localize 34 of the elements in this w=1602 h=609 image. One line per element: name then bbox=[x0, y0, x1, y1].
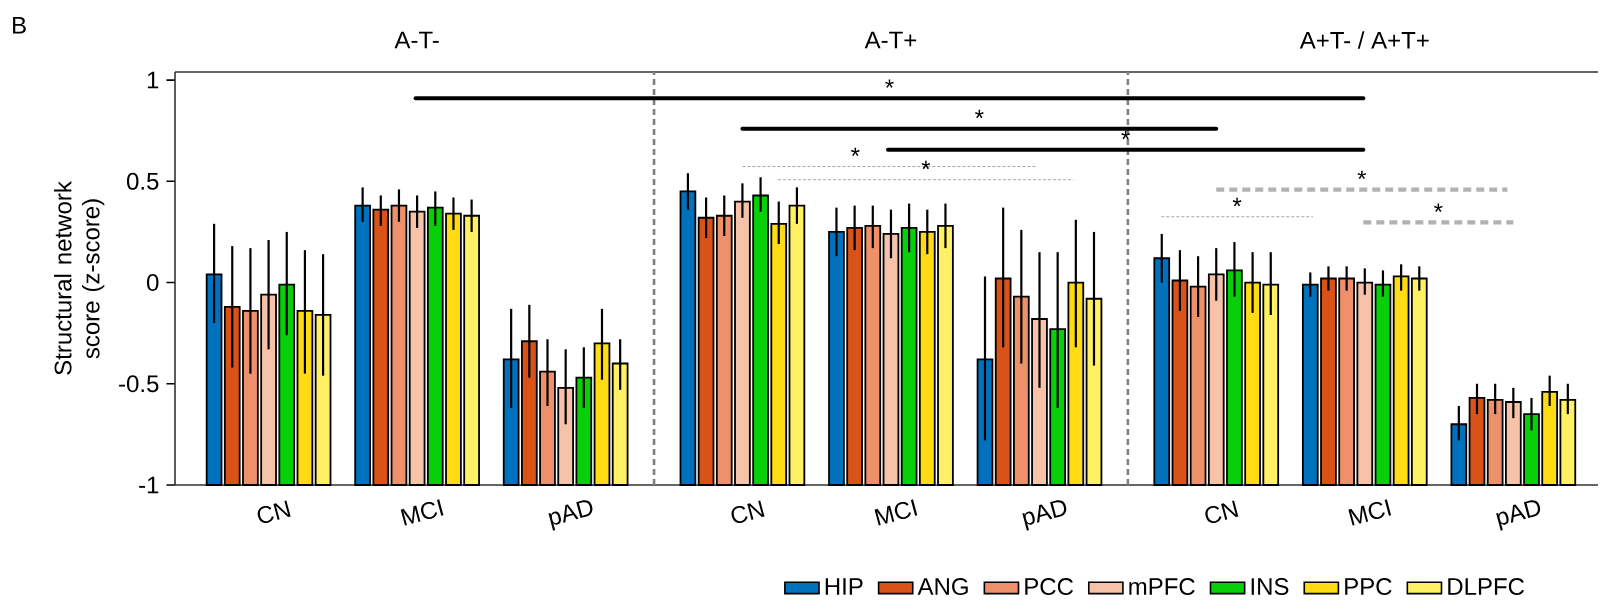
legend-label: PPC bbox=[1345, 578, 1392, 596]
annotation: * bbox=[1434, 203, 1443, 212]
x-tick-label: pAD bbox=[1022, 500, 1067, 531]
annotation: * bbox=[1357, 170, 1367, 180]
x-tick-label: pAD bbox=[1496, 500, 1541, 531]
legend-label: mPFC bbox=[1129, 578, 1195, 596]
text: A-T- bbox=[394, 31, 439, 49]
y-tick-label: -0.5 bbox=[119, 375, 159, 393]
annotation: * bbox=[1232, 197, 1242, 207]
y-tick-label: 0.5 bbox=[126, 172, 159, 190]
legend-label: DLPFC bbox=[1448, 578, 1525, 596]
text: A+T- / A+T+ bbox=[1299, 31, 1429, 49]
annotation: * bbox=[885, 79, 894, 88]
y-tick-label: 1 bbox=[147, 71, 159, 89]
annotation: * bbox=[1121, 130, 1130, 140]
legend-label: PCC bbox=[1025, 578, 1074, 596]
x-tick-label: MCI bbox=[400, 499, 444, 526]
y-tick-label: -1 bbox=[139, 476, 159, 494]
y-tick-label: 0 bbox=[147, 274, 159, 292]
text: B bbox=[13, 17, 26, 34]
annotation: * bbox=[851, 147, 860, 157]
x-tick-label: CN bbox=[1205, 500, 1239, 524]
x-tick-label: CN bbox=[731, 500, 765, 524]
annotation: * bbox=[975, 109, 984, 119]
text: A-T+ bbox=[864, 31, 917, 49]
legend-label: HIP bbox=[825, 578, 863, 595]
x-tick-label: MCI bbox=[874, 499, 918, 526]
annotation: * bbox=[921, 160, 931, 170]
legend-label: INS bbox=[1251, 578, 1289, 596]
x-tick-label: MCI bbox=[1348, 499, 1392, 526]
legend-label: ANG bbox=[917, 578, 968, 596]
x-tick-label: pAD bbox=[548, 500, 593, 531]
x-tick-label: CN bbox=[257, 500, 291, 524]
y-axis-title: Structural network score (z-score) bbox=[53, 181, 105, 375]
